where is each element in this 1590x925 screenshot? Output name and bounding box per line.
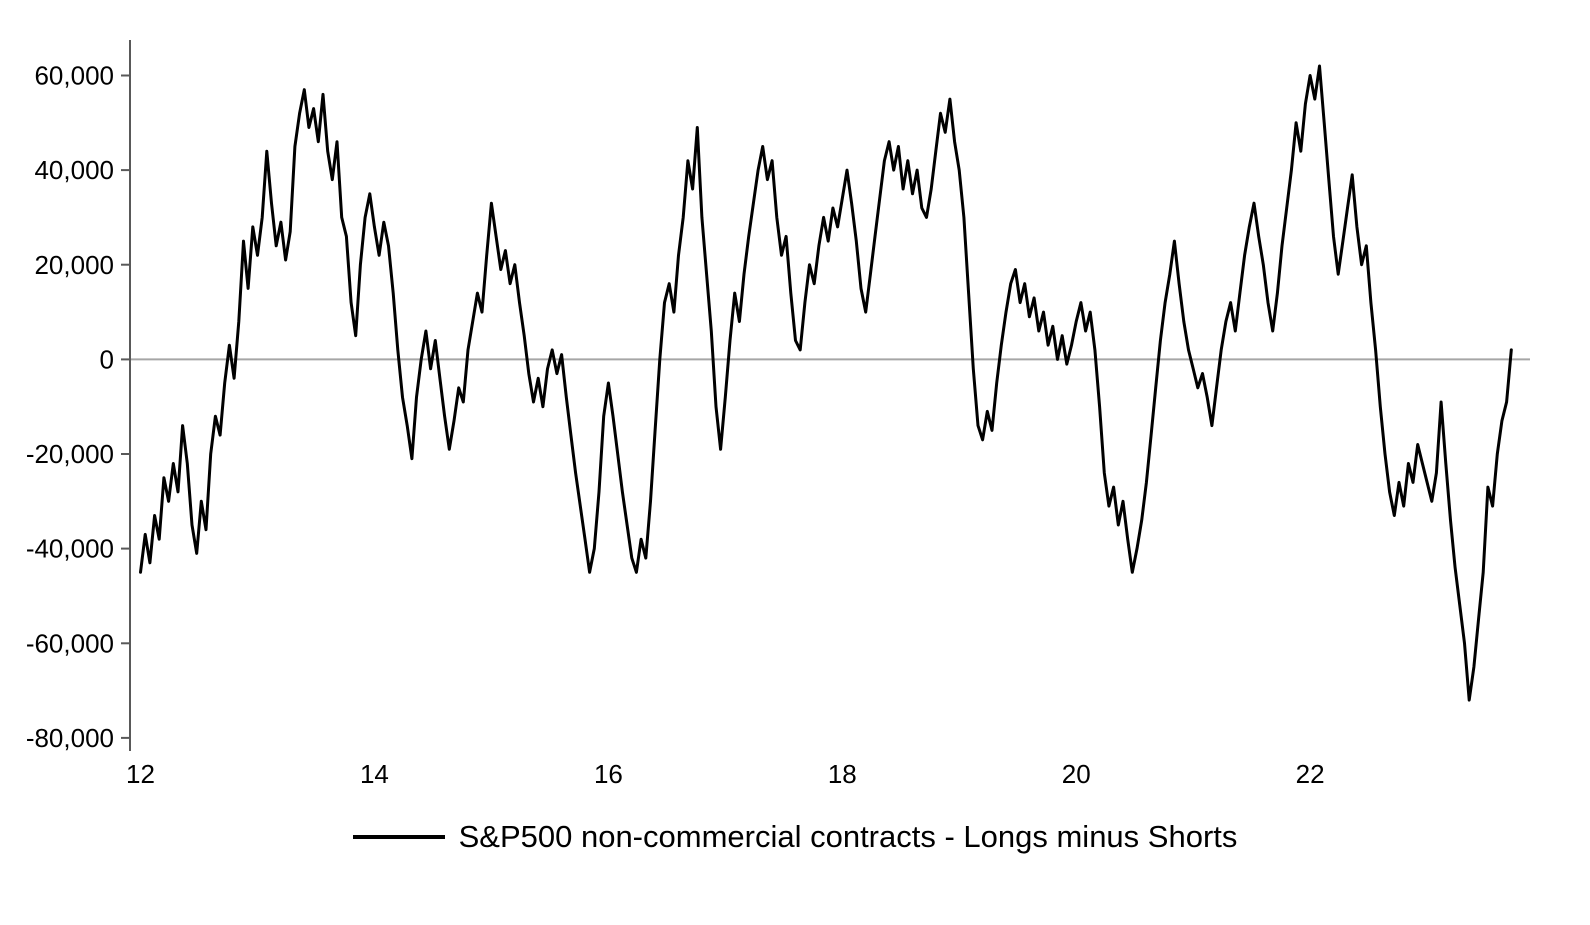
y-tick-label: -40,000 bbox=[26, 534, 114, 564]
legend-line-sample bbox=[352, 835, 445, 839]
y-tick-label: 0 bbox=[100, 345, 114, 375]
chart-svg: -80,000 -60,000 -40,000 -20,000 0 20,000 40,00… bbox=[26, 40, 1530, 789]
y-tick-label: -80,000 bbox=[26, 723, 114, 753]
y-tick-label: -60,000 bbox=[26, 628, 114, 658]
x-tick-label: 22 bbox=[1296, 759, 1325, 789]
x-tick-label: 12 bbox=[126, 759, 155, 789]
x-tick-label: 20 bbox=[1062, 759, 1091, 789]
series-line bbox=[139, 64, 1513, 702]
y-tick-label: 40,000 bbox=[34, 155, 114, 185]
y-tick-label: 60,000 bbox=[34, 61, 114, 91]
x-tick-label: 16 bbox=[594, 759, 623, 789]
x-tick-label: 18 bbox=[828, 759, 857, 789]
y-tick-label: 20,000 bbox=[34, 250, 114, 280]
y-tick-label: -20,000 bbox=[26, 439, 114, 469]
x-tick-label: 14 bbox=[360, 759, 389, 789]
legend-label: S&P500 non-commercial contracts - Longs … bbox=[458, 819, 1238, 854]
chart-legend: S&P500 non-commercial contracts - Longs … bbox=[0, 819, 1590, 855]
